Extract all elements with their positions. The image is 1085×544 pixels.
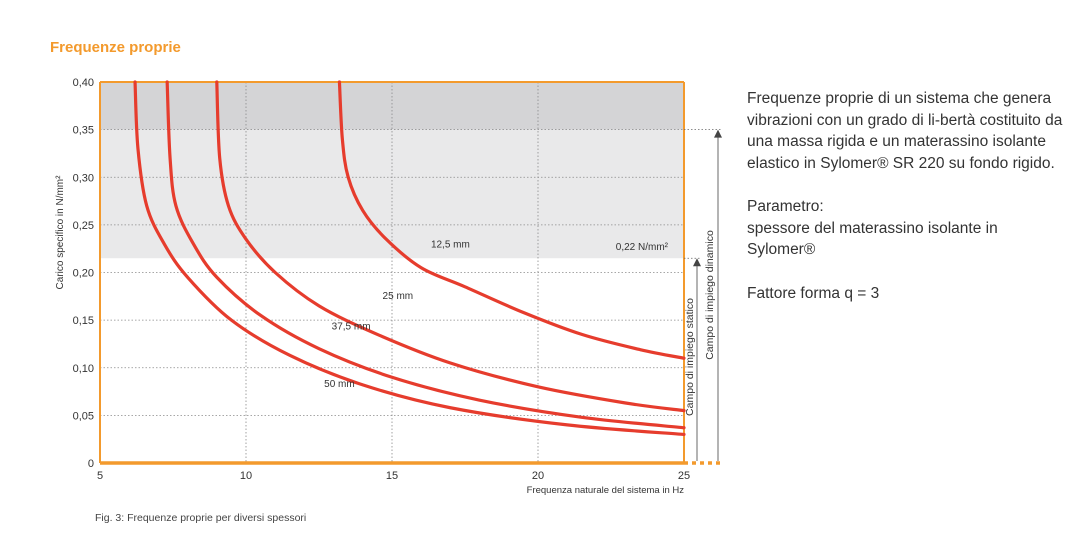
series-label-3: 37,5 mm xyxy=(332,322,371,333)
parameter-block: Parametro: spessore del materassino isol… xyxy=(747,196,1067,261)
y-tick-label: 0,15 xyxy=(73,315,94,327)
y-tick-label: 0,10 xyxy=(73,363,94,375)
y-tick-label: 0,25 xyxy=(73,220,94,232)
series-line-3 xyxy=(165,80,686,430)
description-paragraph: Frequenze proprie di un sistema che gene… xyxy=(747,90,1063,172)
x-tick-label: 10 xyxy=(240,470,252,482)
y-tick-label: 0,20 xyxy=(73,268,94,280)
chart: 0 0,05 0,10 0,15 0,20 0,25 0,30 0,35 0,40 5 10 15 20… xyxy=(55,77,722,496)
y-tick-label: 0,05 xyxy=(73,410,94,422)
section-title: Frequenze proprie xyxy=(50,39,181,56)
series-line-4 xyxy=(133,80,686,437)
series-line-2 xyxy=(215,80,686,413)
band-dynamic-label: Campo di impiego dinamico xyxy=(704,230,716,360)
series-line-1 xyxy=(337,80,686,360)
x-tick-label: 20 xyxy=(532,470,544,482)
band-value-label: 0,22 N/mm² xyxy=(616,242,669,253)
parameter-label: Parametro: xyxy=(747,198,824,215)
band-dynamic-arrowhead xyxy=(714,129,722,138)
parameter-value: spessore del materassino isolante in Syl… xyxy=(747,219,998,259)
y-tick-label: 0 xyxy=(88,458,94,470)
x-axis-label: Frequenza naturale del sistema in Hz xyxy=(527,485,685,496)
form-factor: Fattore forma q = 3 xyxy=(747,284,880,302)
x-tick-label: 25 xyxy=(678,470,690,482)
x-tick-label: 5 xyxy=(97,470,103,482)
figure-caption: Fig. 3: Frequenze proprie per diversi sp… xyxy=(95,512,307,524)
series-label-4: 50 mm xyxy=(324,379,355,390)
series-label-1: 12,5 mm xyxy=(431,240,470,251)
y-tick-label: 0,35 xyxy=(73,125,94,137)
description-panel: Frequenze proprie di un sistema che gene… xyxy=(747,88,1067,326)
band-static-arrowhead xyxy=(693,258,701,267)
y-tick-label: 0,30 xyxy=(73,172,94,184)
series-label-2: 25 mm xyxy=(383,291,414,302)
x-tick-label: 15 xyxy=(386,470,398,482)
y-tick-label: 0,40 xyxy=(73,77,94,89)
y-axis-label: Carico specifico in N/mm² xyxy=(55,175,66,290)
band-static-label: Campo di impiego statico xyxy=(684,298,696,416)
